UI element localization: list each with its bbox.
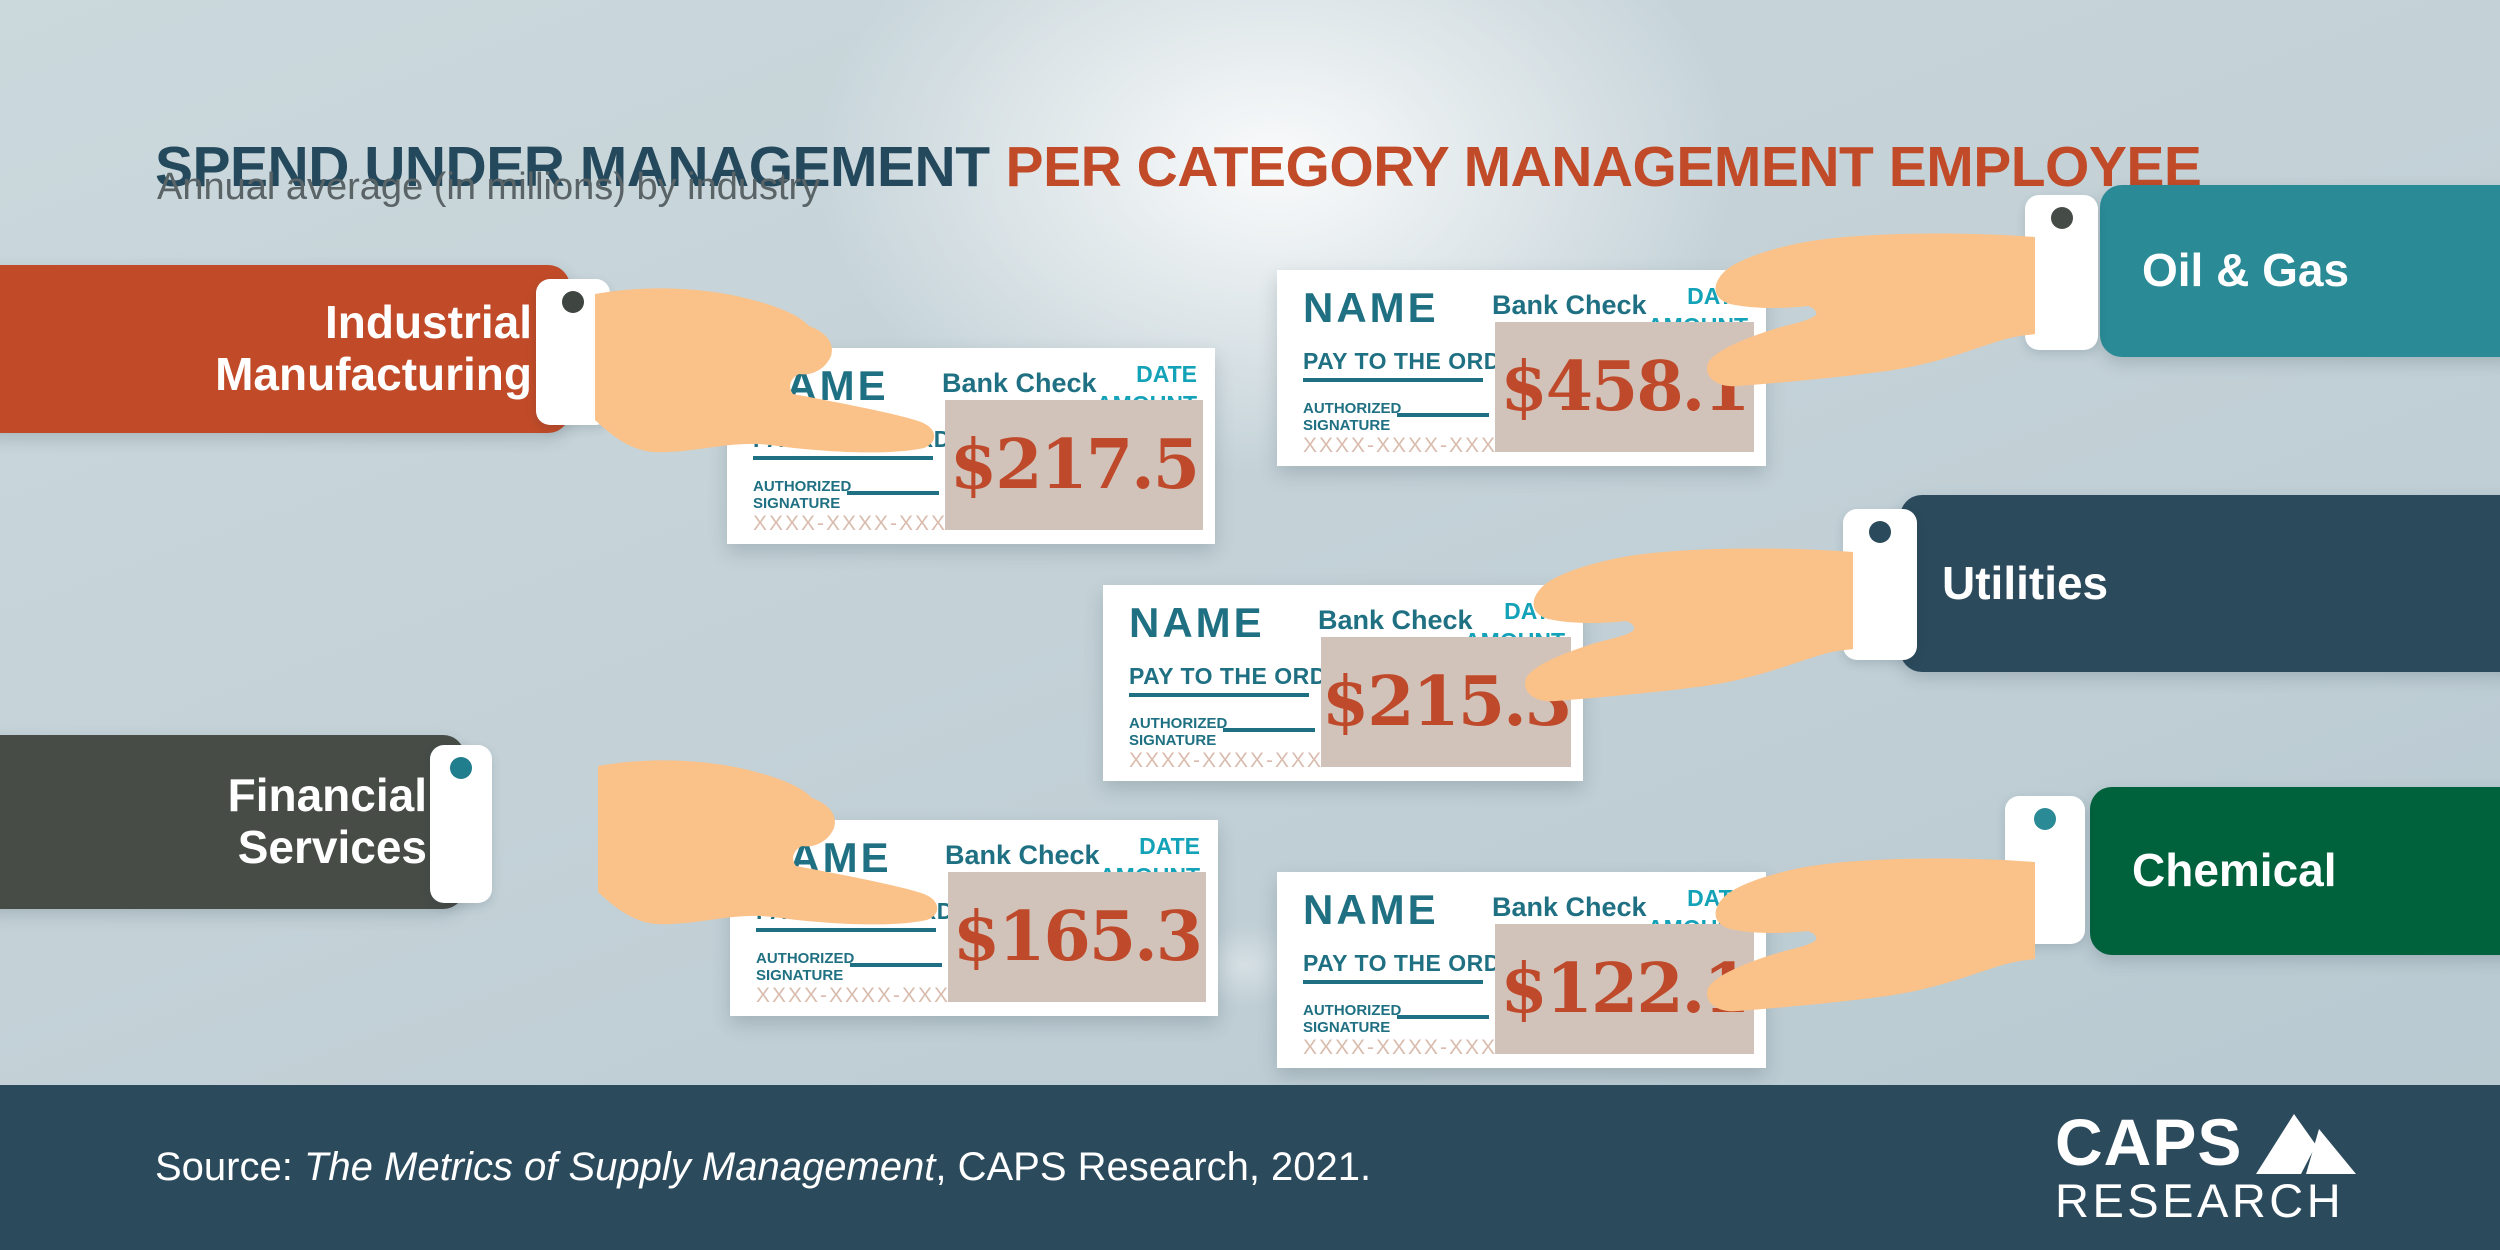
hand-shape (1706, 233, 2035, 387)
cufflink-dot (1869, 521, 1891, 543)
check-signature-line (1397, 413, 1489, 417)
source-prefix: Source: (155, 1145, 304, 1189)
check-signature-line (850, 963, 942, 967)
page-title: SPEND UNDER MANAGEMENT PER CATEGORY MANAG… (155, 134, 2202, 200)
check-bank-label: Bank Check (1492, 892, 1647, 922)
hand-shape (595, 288, 935, 453)
caps-research-logo: CAPS RESEARCH (2055, 1105, 2385, 1228)
industry-label-text: Oil & Gas (2142, 244, 2350, 297)
hand-right-oil-gas (1706, 233, 2035, 387)
check-pay-line (1303, 980, 1483, 984)
logo-caps-text: CAPS (2055, 1105, 2243, 1179)
check-date-label: DATE (1136, 361, 1197, 387)
hand-left-industrial (595, 288, 935, 453)
mountain-left-peak (2256, 1113, 2317, 1174)
check-authorized-label: AUTHORIZED (1129, 715, 1228, 732)
industry-label-text: Chemical (2132, 844, 2337, 897)
check-bank-label: Bank Check (945, 840, 1100, 870)
check-pay-line (1129, 693, 1309, 697)
check-authorized-signature-label: AUTHORIZED SIGNATURE (1303, 1002, 1401, 1037)
industry-label-text: Utilities (1942, 556, 2109, 609)
check-name-label: NAME (1303, 284, 1439, 331)
cufflink-dot (2050, 207, 2073, 229)
check-amount-value: $217.5 (949, 425, 1200, 505)
check-amount-value: $458.1 (1500, 347, 1750, 427)
cufflink-dot (2034, 808, 2056, 830)
check-name-label: NAME (1129, 599, 1265, 646)
check-signature-label: SIGNATURE (756, 967, 844, 985)
check-signature-line (1397, 1015, 1489, 1019)
mountain-icon (2256, 1113, 2357, 1174)
check-signature-label: SIGNATURE (753, 495, 841, 513)
check-signature-line (1223, 728, 1315, 732)
check-authorized-label: AUTHORIZED (1303, 400, 1402, 417)
source-text: Source: The Metrics of Supply Management… (155, 1145, 1371, 1190)
check-amount-box: $165.3 (948, 872, 1206, 1002)
industry-label-text: Industrial Manufacturing (215, 296, 532, 400)
check-pay-line (756, 928, 936, 932)
check-amount-box: $215.3 (1321, 637, 1572, 767)
check-bank-label: Bank Check (1492, 290, 1647, 320)
check-bank-label: Bank Check (1318, 605, 1473, 635)
source-title-italic: The Metrics of Supply Management (303, 1145, 936, 1189)
mountain-right-peak (2306, 1128, 2357, 1174)
check-signature-label: SIGNATURE (1303, 1019, 1391, 1037)
shirt-cuff (2025, 195, 2098, 350)
check-signature-label: SIGNATURE (1303, 417, 1391, 435)
hand-shape (598, 760, 938, 925)
logo-research-text: RESEARCH (2055, 1173, 2345, 1227)
cufflink-dot (562, 291, 584, 313)
check-signature-line (847, 491, 939, 495)
check-utilities: NAME Bank Check DATE AMOUNT PAY TO THE O… (1103, 585, 1583, 781)
check-name-label: NAME (1303, 886, 1439, 933)
hand-shape (1524, 548, 1853, 702)
check-amount-box: $458.1 (1495, 322, 1754, 452)
industry-label-text: Financial Services (227, 769, 427, 873)
shirt-cuff (430, 745, 492, 903)
hand-left-financial (598, 760, 938, 925)
check-pay-line (753, 456, 933, 460)
check-authorized-label: AUTHORIZED (753, 478, 852, 495)
check-authorized-label: AUTHORIZED (1303, 1002, 1402, 1019)
industry-label-industrial-manufacturing: Industrial Manufacturing (0, 265, 570, 433)
industry-label-utilities: Utilities (1900, 495, 2500, 672)
check-authorized-signature-label: AUTHORIZED SIGNATURE (753, 478, 851, 513)
check-authorized-signature-label: AUTHORIZED SIGNATURE (1129, 715, 1227, 750)
industry-label-chemical: Chemical (2090, 787, 2500, 955)
check-oil-gas: NAME Bank Check DATE AMOUNT PAY TO THE O… (1277, 270, 1766, 466)
check-signature-label: SIGNATURE (1129, 732, 1217, 750)
hand-right-utilities (1524, 548, 1853, 702)
title-part-navy: SPEND UNDER MANAGEMENT (155, 135, 990, 200)
check-amount-box: $217.5 (945, 400, 1203, 530)
check-bank-label: Bank Check (942, 368, 1097, 398)
industry-label-financial-services: Financial Services (0, 735, 465, 909)
check-pay-line (1303, 378, 1483, 382)
footer-bar: Source: The Metrics of Supply Management… (0, 1085, 2500, 1250)
check-authorized-label: AUTHORIZED (756, 950, 855, 967)
hand-shape (1706, 858, 2035, 1012)
source-suffix: , CAPS Research, 2021. (935, 1145, 1372, 1189)
check-date-label: DATE (1139, 833, 1200, 859)
shirt-cuff (1843, 509, 1917, 660)
check-authorized-signature-label: AUTHORIZED SIGNATURE (1303, 400, 1401, 435)
check-authorized-signature-label: AUTHORIZED SIGNATURE (756, 950, 854, 985)
cufflink-dot (450, 757, 472, 779)
hand-right-chemical (1706, 858, 2035, 1012)
check-amount-value: $165.3 (952, 897, 1203, 977)
title-part-orange: PER CATEGORY MANAGEMENT EMPLOYEE (1005, 135, 2202, 200)
page-subtitle: Annual average (in millions) by industry (157, 166, 821, 208)
industry-label-oil-gas: Oil & Gas (2100, 185, 2500, 357)
